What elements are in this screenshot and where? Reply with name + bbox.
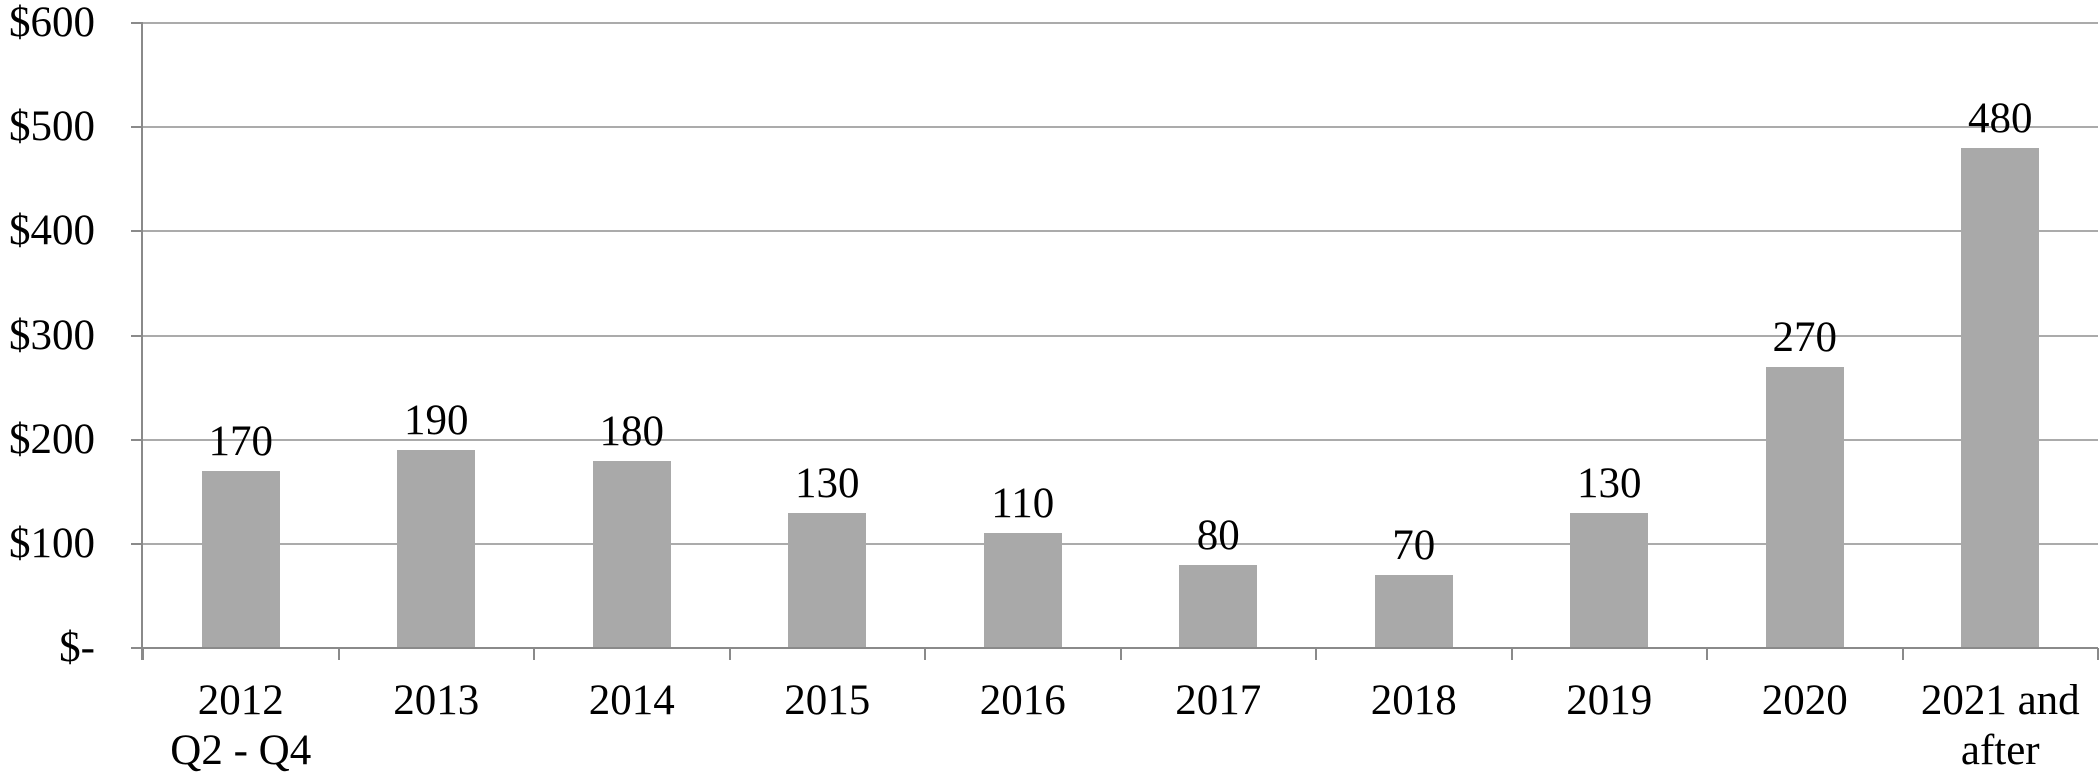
x-tick	[1901, 648, 1904, 660]
bar-value-label: 480	[1968, 95, 2033, 142]
x-tick	[728, 648, 731, 660]
bar	[1961, 148, 2040, 648]
x-tick	[1510, 648, 1513, 660]
gridline	[143, 542, 2098, 545]
y-tick	[131, 126, 143, 129]
x-tick	[924, 648, 926, 660]
x-axis-label: 2021 and after	[1920, 677, 2080, 774]
bar	[1765, 366, 1844, 648]
x-tick	[2097, 648, 2099, 660]
y-axis-line	[141, 23, 143, 660]
x-axis-label: 2013	[393, 677, 480, 724]
x-axis-label: 2020	[1761, 677, 1848, 724]
gridline	[143, 22, 2098, 24]
x-axis-label: 2017	[1175, 677, 1262, 724]
x-tick	[142, 648, 144, 660]
bar-value-label: 110	[991, 480, 1055, 528]
bar	[788, 512, 867, 648]
bar-value-label: 130	[1577, 459, 1642, 507]
bar	[983, 533, 1062, 648]
bar	[1374, 575, 1453, 648]
x-axis-label: 2019	[1566, 677, 1653, 724]
x-axis-label: 2018	[1370, 677, 1457, 724]
y-axis-label: $-	[59, 624, 95, 671]
bar-value-label: 70	[1392, 522, 1436, 570]
x-axis-line	[131, 647, 2098, 649]
bar	[1179, 564, 1258, 648]
gridline	[143, 230, 2098, 233]
bar	[201, 470, 280, 648]
bar-value-label: 80	[1196, 511, 1240, 559]
y-axis-label: $200	[9, 415, 95, 463]
bar	[1570, 512, 1649, 648]
y-tick	[131, 438, 143, 441]
bar	[397, 450, 476, 648]
y-tick	[131, 230, 143, 233]
gridline	[143, 126, 2098, 129]
x-axis-label: 2016	[979, 677, 1066, 724]
bar-value-label: 170	[208, 417, 274, 465]
x-tick	[533, 648, 535, 660]
x-axis-label: 2015	[784, 677, 871, 724]
gridline	[143, 438, 2098, 441]
bar-value-label: 270	[1772, 313, 1838, 361]
y-tick	[131, 334, 143, 337]
y-tick	[131, 22, 143, 24]
bar-value-label: 130	[795, 459, 860, 507]
x-tick	[337, 648, 340, 660]
y-axis-label: $300	[9, 311, 95, 359]
y-axis-label: $100	[9, 519, 95, 567]
gridline	[143, 334, 2098, 337]
y-axis-label: $400	[9, 207, 95, 255]
y-tick	[131, 542, 143, 545]
x-axis-label: 2014	[588, 677, 675, 724]
x-tick	[1315, 648, 1317, 660]
bar	[592, 460, 671, 648]
bar-value-label: 190	[404, 397, 469, 445]
bar-value-label: 180	[599, 407, 665, 455]
x-tick	[1119, 648, 1122, 660]
y-axis-label: $600	[9, 0, 95, 46]
x-axis-label: 2012 Q2 - Q4	[170, 677, 312, 774]
y-axis-label: $500	[9, 103, 95, 151]
x-tick	[1706, 648, 1708, 660]
